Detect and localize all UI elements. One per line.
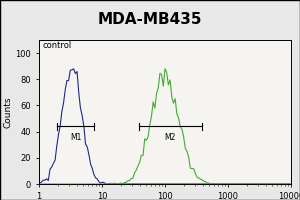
Text: control: control [43,41,72,50]
Text: M2: M2 [164,133,176,142]
Text: M1: M1 [70,133,81,142]
Y-axis label: Counts: Counts [3,96,12,128]
Text: MDA-MB435: MDA-MB435 [98,12,202,27]
